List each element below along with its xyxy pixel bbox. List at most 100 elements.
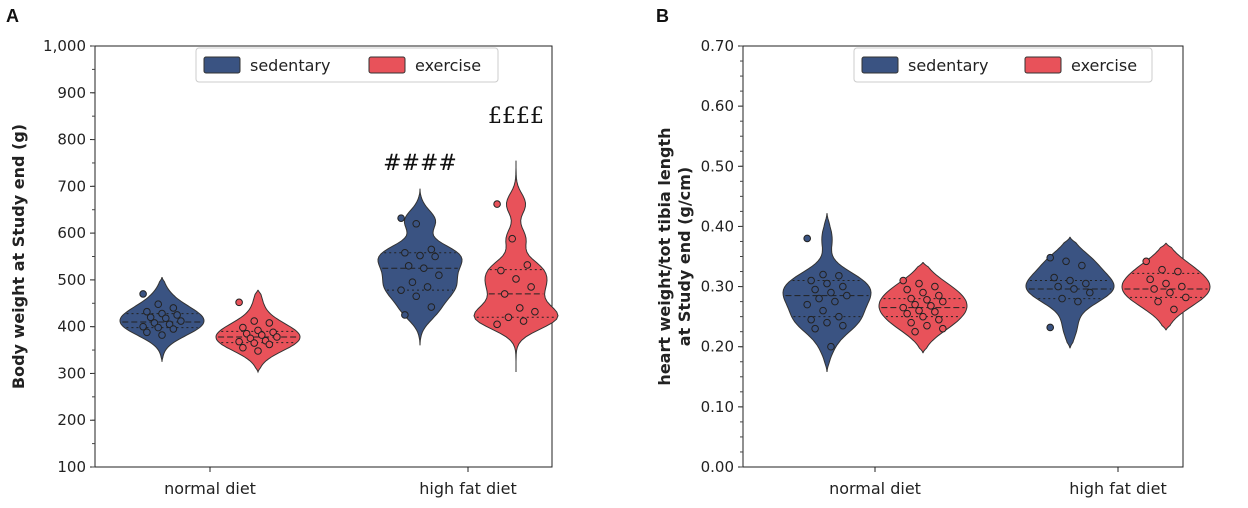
panel-a-data-point — [254, 347, 262, 355]
panel-a-data-point — [412, 219, 421, 228]
panel-b-data-point — [843, 291, 851, 300]
panel-a-data-point — [257, 331, 266, 339]
panel-a-data-point — [239, 343, 247, 352]
panel-a-data-point — [404, 262, 413, 270]
panel-a-data-point — [427, 303, 436, 311]
panel-b-data-point — [835, 271, 843, 280]
panel-a-y-tick-label: 900 — [57, 84, 86, 102]
panel-b-legend: sedentary exercise — [853, 47, 1153, 83]
panel-b-data-point — [1154, 297, 1162, 306]
panel-b-data-point — [823, 279, 831, 288]
chart-panel-b: 0.00 0.10 0.20 0.30 0.40 0.50 0.60 0.70 heart we… — [655, 37, 1211, 498]
panel-b-data-point — [1182, 293, 1190, 302]
panel-b-data-point — [935, 291, 943, 300]
panel-b-data-point — [927, 302, 935, 310]
panel-a-data-point — [427, 245, 436, 254]
panel-b-data-point — [1074, 297, 1082, 306]
panel-b-y-tick-label: 0.40 — [701, 217, 734, 235]
panel-a-x-tick-label: normal diet — [164, 479, 256, 498]
panel-a-data-point — [397, 214, 405, 222]
panel-b-data-point — [1046, 253, 1055, 262]
panel-a-plot-frame — [94, 45, 553, 468]
panel-a-data-point — [419, 264, 428, 272]
panel-a-letter: A — [6, 6, 19, 26]
panel-a-data-point — [143, 328, 151, 337]
panel-b-data-point — [903, 285, 911, 294]
panel-a-legend: sedentary exercise — [195, 47, 499, 83]
panel-a-legend-swatch-sedentary — [203, 56, 241, 74]
panel-b-data-point — [911, 327, 919, 336]
panel-a-data-point — [265, 319, 274, 327]
panel-a-y-tick-label: 800 — [57, 131, 86, 149]
panel-a-data-point — [169, 304, 178, 312]
panel-a-y-tick-label: 600 — [57, 224, 86, 242]
panel-b-data-point — [939, 297, 947, 306]
panel-a-data-point — [493, 200, 501, 208]
panel-b-letter: B — [656, 6, 669, 26]
panel-a-data-point — [401, 311, 409, 319]
panel-a-x-tick-label: high fat diet — [419, 479, 516, 498]
panel-b-data-point — [1174, 267, 1182, 276]
panel-a-significance-annotation: #### — [383, 151, 457, 176]
panel-b-data-point — [839, 282, 847, 291]
panel-b-data-point — [1050, 273, 1058, 282]
panel-b-sedentary-normal-diet-violin — [782, 213, 872, 373]
panel-b-data-point — [811, 285, 819, 294]
panel-a-data-point — [397, 286, 405, 294]
panel-b-data-point — [815, 294, 823, 303]
panel-b-y-tick-label: 0.30 — [701, 278, 734, 296]
panel-b-data-point — [919, 312, 927, 321]
panel-b-data-point — [807, 315, 815, 324]
panel-b-data-point — [1150, 285, 1158, 293]
panel-b-x-tick-label: high fat diet — [1069, 479, 1166, 498]
panel-a-significance-annotation: ££££ — [488, 104, 544, 129]
panel-b-legend-box — [853, 47, 1153, 83]
panel-b-data-point — [1046, 323, 1055, 332]
panel-a-data-point — [154, 323, 163, 332]
panel-b-data-point — [923, 296, 931, 304]
panel-a-data-point — [435, 271, 443, 280]
panel-a-data-point — [250, 317, 259, 325]
panel-b-data-point — [1146, 275, 1154, 284]
panel-a-exercise-high-fat-diet-violin — [473, 160, 559, 372]
panel-a-data-point — [239, 323, 247, 332]
panel-b-data-point — [931, 308, 939, 316]
panel-b-data-point — [939, 324, 947, 333]
panel-a-data-point — [146, 313, 155, 322]
panel-b-y-tick-label: 0.10 — [701, 398, 734, 416]
panel-b-data-point — [1070, 285, 1078, 293]
panel-a-data-point — [158, 331, 166, 339]
panel-b-data-point — [827, 288, 835, 297]
panel-b-y-tick-label: 0.00 — [701, 458, 734, 476]
panel-b-data-point — [835, 312, 843, 321]
panel-b-data-point — [823, 318, 831, 327]
panel-a-data-point — [504, 313, 513, 322]
panel-b-data-point — [1166, 288, 1174, 297]
panel-a-data-point — [143, 307, 151, 316]
panel-b-data-point — [1158, 265, 1166, 274]
panel-a-sedentary-normal-diet-violin — [119, 277, 205, 362]
panel-b-data-point — [907, 318, 915, 327]
panel-b-plot-frame — [742, 45, 1184, 468]
panel-a-y-tick-label: 1,000 — [43, 37, 86, 55]
panel-b-y-axis-label: at Study end (g/cm) — [675, 167, 694, 346]
panel-b-y-tick-label: 0.50 — [701, 157, 734, 175]
panel-b-data-point — [935, 315, 943, 324]
panel-b-legend-label-exercise: exercise — [1071, 56, 1137, 75]
panel-b-data-point — [819, 270, 827, 279]
panel-b-y-tick-label: 0.20 — [701, 338, 734, 356]
panel-b-legend-swatch-exercise — [1024, 56, 1062, 74]
panel-b-sedentary-high-fat-diet-violin — [1025, 236, 1115, 349]
panel-b-data-point — [1082, 279, 1090, 288]
panel-b-data-point — [899, 303, 908, 312]
panel-b-data-point — [1178, 282, 1186, 291]
panel-b-y-tick-label: 0.60 — [701, 97, 734, 115]
panel-b-data-point — [911, 300, 919, 309]
panel-a-legend-label-exercise: exercise — [415, 56, 481, 75]
panel-a-data-point — [139, 322, 147, 331]
panel-b-legend-swatch-sedentary — [861, 56, 899, 74]
panel-a-data-point — [412, 292, 421, 301]
panel-b-data-point — [907, 294, 915, 303]
panel-b-data-point — [1078, 261, 1086, 270]
panel-a-data-point — [527, 283, 535, 291]
